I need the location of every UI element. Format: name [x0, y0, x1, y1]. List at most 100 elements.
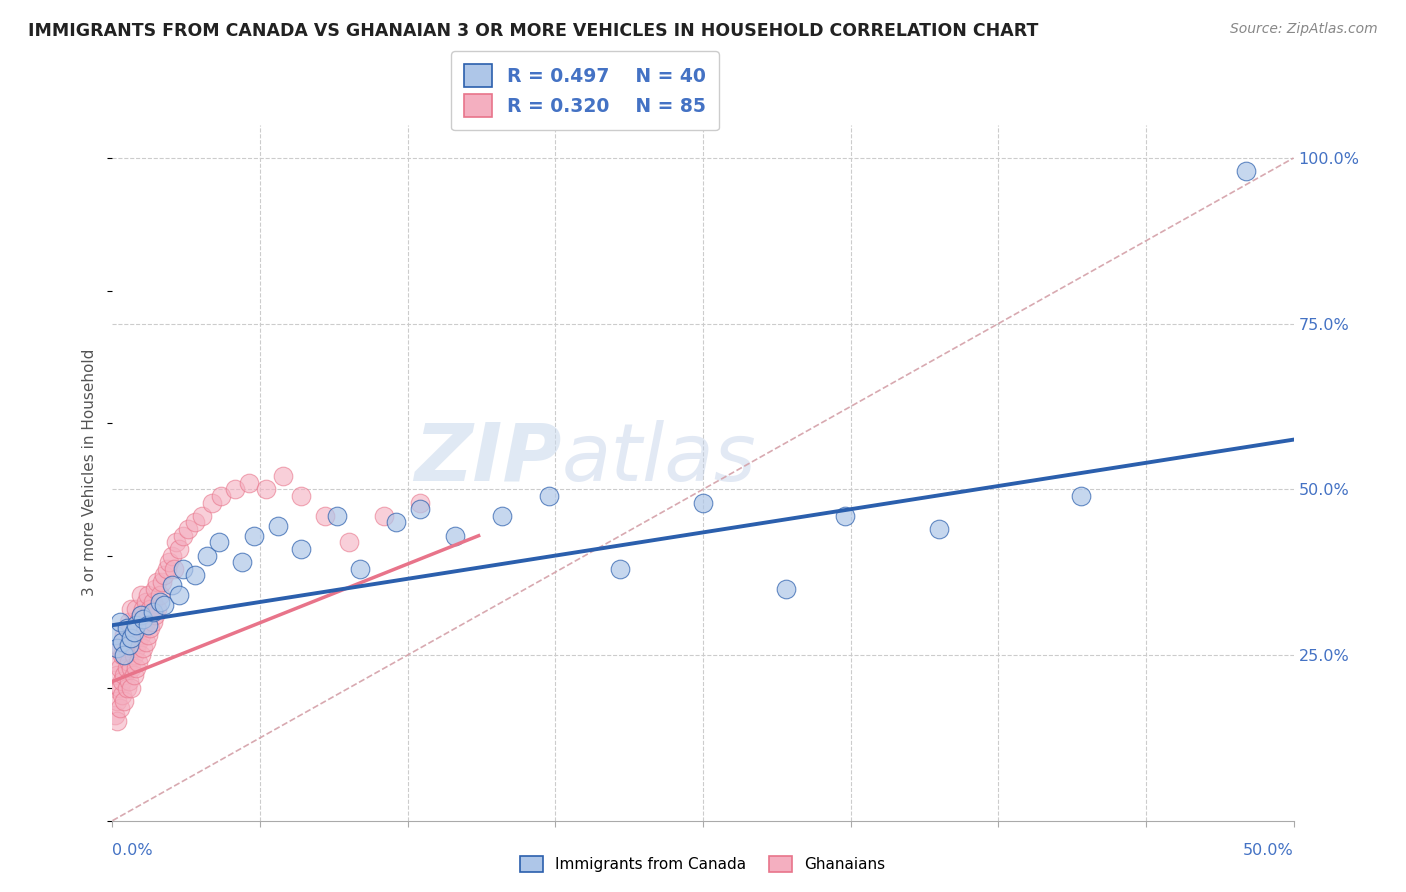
Point: [136, 628, 159, 642]
Point: [928, 522, 950, 536]
Point: [120, 622, 142, 636]
Point: [115, 622, 138, 636]
Point: [118, 634, 141, 648]
Point: [231, 555, 253, 569]
Point: [156, 562, 179, 576]
Point: [111, 648, 134, 662]
Point: [108, 661, 131, 675]
Point: [127, 655, 149, 669]
Point: [160, 578, 183, 592]
Text: ZIP: ZIP: [413, 420, 561, 498]
Point: [146, 575, 169, 590]
Point: [129, 588, 152, 602]
Point: [132, 601, 155, 615]
Point: [146, 601, 169, 615]
Text: 50.0%: 50.0%: [1243, 843, 1294, 858]
Point: [132, 622, 155, 636]
Point: [314, 508, 336, 523]
Point: [135, 595, 157, 609]
Point: [184, 568, 207, 582]
Point: [290, 541, 312, 556]
Point: [191, 508, 214, 523]
Point: [373, 508, 395, 523]
Point: [538, 489, 561, 503]
Point: [105, 668, 128, 682]
Legend: R = 0.497    N = 40, R = 0.320    N = 85: R = 0.497 N = 40, R = 0.320 N = 85: [451, 51, 718, 130]
Legend: Immigrants from Canada, Ghanaians: Immigrants from Canada, Ghanaians: [513, 848, 893, 880]
Point: [129, 608, 152, 623]
Point: [834, 508, 856, 523]
Point: [120, 601, 142, 615]
Point: [105, 714, 128, 729]
Point: [112, 694, 135, 708]
Point: [125, 641, 148, 656]
Text: Source: ZipAtlas.com: Source: ZipAtlas.com: [1230, 22, 1378, 37]
Point: [139, 601, 162, 615]
Point: [139, 622, 162, 636]
Point: [111, 688, 134, 702]
Point: [129, 648, 152, 662]
Point: [115, 622, 138, 636]
Point: [775, 582, 797, 596]
Point: [157, 555, 180, 569]
Point: [153, 599, 176, 613]
Point: [150, 575, 173, 590]
Point: [337, 535, 360, 549]
Point: [1070, 489, 1092, 503]
Point: [125, 601, 148, 615]
Point: [112, 668, 135, 682]
Point: [108, 701, 131, 715]
Point: [149, 588, 172, 602]
Point: [143, 582, 166, 596]
Point: [122, 628, 145, 642]
Point: [108, 641, 131, 656]
Point: [125, 618, 148, 632]
Point: [184, 516, 207, 530]
Point: [142, 615, 165, 629]
Point: [209, 489, 232, 503]
Point: [132, 641, 155, 656]
Point: [104, 707, 127, 722]
Point: [160, 549, 183, 563]
Text: atlas: atlas: [561, 420, 756, 498]
Point: [136, 618, 159, 632]
Point: [136, 608, 159, 623]
Point: [108, 681, 131, 695]
Point: [167, 588, 190, 602]
Point: [238, 475, 260, 490]
Point: [120, 632, 142, 646]
Point: [243, 529, 266, 543]
Point: [108, 615, 131, 629]
Point: [112, 628, 135, 642]
Point: [444, 529, 467, 543]
Point: [172, 529, 194, 543]
Point: [172, 562, 194, 576]
Point: [118, 655, 141, 669]
Point: [267, 518, 290, 533]
Point: [136, 588, 159, 602]
Text: IMMIGRANTS FROM CANADA VS GHANAIAN 3 OR MORE VEHICLES IN HOUSEHOLD CORRELATION C: IMMIGRANTS FROM CANADA VS GHANAIAN 3 OR …: [28, 22, 1039, 40]
Point: [167, 541, 190, 556]
Point: [127, 615, 149, 629]
Point: [609, 562, 631, 576]
Point: [112, 648, 135, 662]
Point: [120, 661, 142, 675]
Point: [115, 681, 138, 695]
Point: [149, 595, 172, 609]
Point: [104, 681, 127, 695]
Point: [120, 681, 142, 695]
Point: [105, 694, 128, 708]
Point: [129, 628, 152, 642]
Point: [112, 648, 135, 662]
Point: [122, 668, 145, 682]
Point: [118, 674, 141, 689]
Point: [104, 628, 127, 642]
Point: [142, 595, 165, 609]
Point: [122, 624, 145, 639]
Point: [105, 641, 128, 656]
Point: [224, 483, 246, 497]
Point: [326, 508, 349, 523]
Point: [290, 489, 312, 503]
Point: [163, 562, 186, 576]
Point: [177, 522, 200, 536]
